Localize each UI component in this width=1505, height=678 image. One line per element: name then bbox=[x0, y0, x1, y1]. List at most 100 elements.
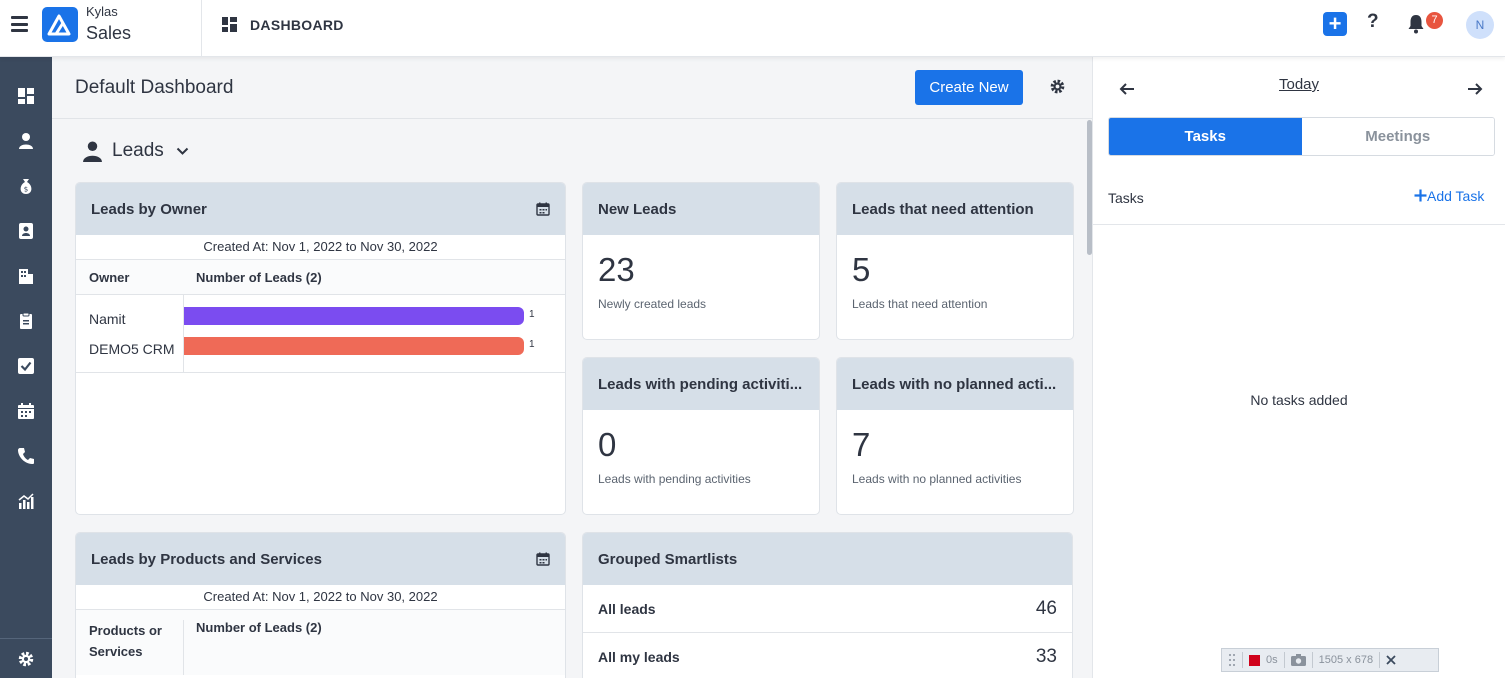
smartlist-row[interactable]: All my leads 33 bbox=[583, 633, 1072, 678]
recording-time: 0s bbox=[1266, 654, 1278, 666]
sidebar-item-dashboard[interactable] bbox=[0, 76, 52, 116]
metric-card-need-attention[interactable]: Leads that need attention 5 Leads that n… bbox=[836, 182, 1074, 340]
card-header: Leads that need attention bbox=[837, 183, 1073, 235]
calendar-icon[interactable] bbox=[536, 552, 550, 566]
smartlist-label: All my leads bbox=[598, 648, 680, 665]
tasks-meetings-toggle: Tasks Meetings bbox=[1108, 117, 1495, 156]
arrow-right-icon[interactable] bbox=[1466, 80, 1484, 98]
card-title: Leads with pending activiti... bbox=[598, 375, 803, 393]
calendar-icon bbox=[18, 403, 34, 419]
add-task-button[interactable]: Add Task bbox=[1414, 188, 1484, 204]
separator bbox=[1283, 652, 1285, 668]
sidebar-item-tasks-board[interactable] bbox=[0, 301, 52, 341]
sidebar-item-companies[interactable] bbox=[0, 256, 52, 296]
owner-name: Namit bbox=[89, 311, 126, 327]
divider bbox=[1093, 224, 1505, 225]
metric-card-new-leads[interactable]: New Leads 23 Newly created leads bbox=[582, 182, 820, 340]
sidebar-item-leads[interactable] bbox=[0, 121, 52, 161]
report-chart-icon bbox=[18, 493, 34, 509]
page-title: Default Dashboard bbox=[75, 77, 234, 98]
table-header: Owner Number of Leads (2) bbox=[76, 259, 565, 295]
column-products: Products or Services bbox=[76, 620, 184, 675]
card-title: Grouped Smartlists bbox=[598, 550, 738, 568]
settings-icon bbox=[18, 651, 34, 666]
phone-icon bbox=[18, 448, 34, 464]
column-products-line1: Products or bbox=[89, 623, 162, 638]
bar-value-label: 1 bbox=[529, 339, 535, 350]
card-title: Leads by Products and Services bbox=[91, 550, 322, 568]
metric-value: 5 bbox=[852, 251, 871, 288]
close-icon[interactable] bbox=[1386, 655, 1396, 665]
card-title: New Leads bbox=[598, 200, 677, 218]
bar-2[interactable] bbox=[184, 337, 524, 355]
card-header: Grouped Smartlists bbox=[583, 533, 1072, 585]
camera-icon[interactable] bbox=[1290, 654, 1306, 666]
bar-value-label: 1 bbox=[529, 309, 535, 320]
owner-name: DEMO5 CRM bbox=[89, 341, 175, 357]
gear-icon[interactable] bbox=[1049, 78, 1066, 95]
calendar-icon[interactable] bbox=[536, 202, 550, 216]
separator bbox=[1242, 652, 1243, 668]
metric-value: 0 bbox=[598, 426, 617, 463]
leads-by-products-card: Leads by Products and Services Created A… bbox=[75, 532, 566, 678]
smartlist-label: All leads bbox=[598, 600, 656, 617]
sidebar-item-tasks[interactable] bbox=[0, 346, 52, 386]
add-task-label: Add Task bbox=[1427, 188, 1485, 204]
metric-subtitle: Leads that need attention bbox=[852, 297, 988, 311]
record-stop-icon[interactable] bbox=[1249, 654, 1260, 666]
top-bar: Kylas Sales DASHBOARD + ? 7 N bbox=[0, 0, 1505, 57]
dashboard-icon bbox=[18, 88, 34, 104]
tab-tasks[interactable]: Tasks bbox=[1109, 118, 1302, 155]
date-range-text: Created At: Nov 1, 2022 to Nov 30, 2022 bbox=[203, 239, 438, 254]
sidebar-item-reports[interactable] bbox=[0, 481, 52, 521]
column-owner: Owner bbox=[89, 269, 130, 285]
dashboard-icon bbox=[222, 17, 237, 32]
brand-name: Kylas bbox=[86, 4, 118, 19]
date-label[interactable]: Today bbox=[1279, 76, 1320, 93]
column-products-line2: Services bbox=[89, 644, 143, 659]
arrow-left-icon[interactable] bbox=[1118, 80, 1136, 98]
metric-card-no-planned-activities[interactable]: Leads with no planned acti... 7 Leads wi… bbox=[836, 357, 1074, 515]
svg-text:$: $ bbox=[24, 186, 28, 194]
leads-by-owner-card: Leads by Owner Created At: Nov 1, 2022 t… bbox=[75, 182, 566, 515]
quick-add-button[interactable]: + bbox=[1323, 12, 1347, 36]
card-title: Leads that need attention bbox=[852, 200, 1034, 218]
card-title: Leads by Owner bbox=[91, 200, 207, 218]
table-header: Products or Services Number of Leads (2) bbox=[76, 609, 565, 675]
sidebar-item-calls[interactable] bbox=[0, 436, 52, 476]
plus-icon bbox=[1414, 189, 1427, 202]
chevron-down-icon bbox=[176, 147, 188, 155]
help-icon[interactable]: ? bbox=[1367, 11, 1379, 32]
sidebar-item-contacts[interactable] bbox=[0, 211, 52, 251]
topbar-divider bbox=[201, 0, 202, 56]
bell-icon[interactable] bbox=[1407, 14, 1425, 34]
money-bag-icon: $ bbox=[20, 179, 32, 194]
hamburger-menu-icon[interactable] bbox=[11, 16, 28, 32]
building-icon bbox=[19, 269, 33, 284]
create-new-button[interactable]: Create New bbox=[915, 70, 1023, 105]
notification-badge: 7 bbox=[1426, 12, 1443, 29]
metric-value: 7 bbox=[852, 426, 871, 463]
smartlist-row[interactable]: All leads 46 bbox=[583, 585, 1072, 633]
metric-subtitle: Leads with pending activities bbox=[598, 472, 751, 486]
tab-meetings[interactable]: Meetings bbox=[1301, 118, 1494, 155]
sidebar-item-deals[interactable]: $ bbox=[0, 166, 52, 206]
date-range-text: Created At: Nov 1, 2022 to Nov 30, 2022 bbox=[203, 589, 438, 604]
contact-card-icon bbox=[19, 223, 33, 239]
sidebar-item-meetings[interactable] bbox=[0, 391, 52, 431]
card-title: Leads with no planned acti... bbox=[852, 375, 1057, 393]
sidebar-item-settings[interactable] bbox=[0, 638, 52, 678]
metric-card-pending-activities[interactable]: Leads with pending activiti... 0 Leads w… bbox=[582, 357, 820, 515]
kylas-logo[interactable] bbox=[42, 7, 78, 42]
column-count: Number of Leads (2) bbox=[196, 269, 322, 285]
entity-selector-label: Leads bbox=[112, 140, 164, 161]
card-header: Leads by Products and Services bbox=[76, 533, 565, 585]
entity-selector[interactable]: Leads bbox=[83, 139, 189, 163]
drag-handle-icon[interactable] bbox=[1228, 653, 1236, 667]
user-avatar[interactable]: N bbox=[1466, 11, 1494, 39]
separator bbox=[1379, 652, 1381, 668]
section-title: DASHBOARD bbox=[250, 17, 344, 33]
main-scrollbar[interactable] bbox=[1087, 120, 1092, 255]
bar-1[interactable] bbox=[184, 307, 524, 325]
